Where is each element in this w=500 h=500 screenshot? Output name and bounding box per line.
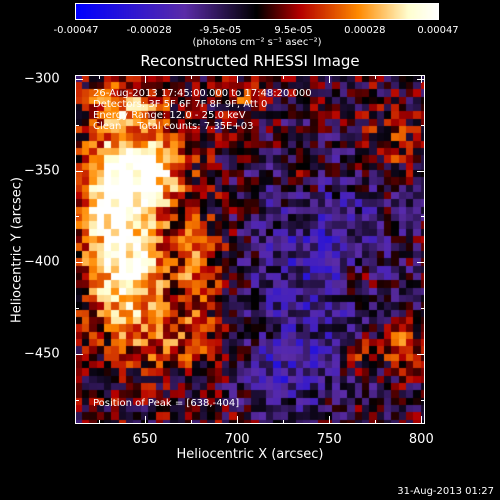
tick-mark <box>417 354 425 356</box>
annotation-time: 26-Aug-2013 17:45:00.000 to 17:48:20.000 <box>93 88 312 99</box>
tick-mark <box>75 400 79 402</box>
tick-mark <box>75 124 79 126</box>
y-tick-label: −350 <box>24 163 60 179</box>
x-tick-label: 700 <box>224 432 250 447</box>
tick-mark <box>421 216 425 218</box>
tick-mark <box>75 308 79 310</box>
tick-mark <box>375 420 377 424</box>
y-axis-label: Heliocentric Y (arcsec) <box>9 177 25 323</box>
colorbar <box>75 3 439 20</box>
colorbar-tick-label: -0.00047 <box>53 25 99 36</box>
tick-mark <box>75 170 83 172</box>
tick-mark <box>75 216 79 218</box>
tick-mark <box>75 78 83 80</box>
tick-mark <box>237 75 239 83</box>
colorbar-tick-label: -9.5e-05 <box>199 25 242 36</box>
colorbar-unit: (photons cm⁻² s⁻¹ asec⁻²) <box>192 37 322 48</box>
annotation-method: Clean Total counts: 7.35E+03 <box>93 121 254 132</box>
colorbar-tick-label: 0.00047 <box>417 25 459 36</box>
tick-mark <box>421 400 425 402</box>
heatmap-image <box>75 75 425 424</box>
tick-mark <box>191 420 193 424</box>
colorbar-tick-label: -0.00028 <box>126 25 172 36</box>
tick-mark <box>283 75 285 79</box>
tick-mark <box>145 416 146 424</box>
colorbar-tick-label: 9.5e-05 <box>274 25 313 36</box>
x-tick-label: 650 <box>132 432 158 447</box>
footer-timestamp: 31-Aug-2013 01:27 <box>397 486 494 497</box>
tick-mark <box>417 170 425 172</box>
tick-mark <box>421 308 425 310</box>
tick-mark <box>237 416 239 424</box>
tick-mark <box>98 420 100 424</box>
tick-mark <box>417 262 425 264</box>
tick-mark <box>417 78 425 80</box>
annotation-energy: Energy Range: 12.0 - 25.0 keV <box>93 110 246 121</box>
tick-mark <box>98 75 100 79</box>
tick-mark <box>329 416 331 424</box>
tick-mark <box>75 262 83 264</box>
chart-title: Reconstructed RHESSI Image <box>140 52 360 70</box>
colorbar-tick-label: 0.00028 <box>344 25 386 36</box>
y-tick-label: −300 <box>24 71 60 87</box>
annotation-detectors: Detectors: 3F 5F 6F 7F 8F 9F, Att 0 <box>93 99 268 110</box>
x-tick-label: 800 <box>408 432 434 447</box>
tick-mark <box>375 75 377 79</box>
y-tick-label: −400 <box>24 254 60 270</box>
tick-mark <box>283 420 285 424</box>
tick-mark <box>191 75 193 79</box>
x-tick-label: 750 <box>316 432 342 447</box>
tick-mark <box>329 75 331 83</box>
tick-mark <box>75 354 83 356</box>
x-axis-label: Heliocentric X (arcsec) <box>176 447 324 462</box>
tick-mark <box>421 416 423 424</box>
tick-mark <box>421 124 425 126</box>
y-tick-label: −450 <box>24 346 60 362</box>
annotation-peak: Position of Peak = [638,-404] <box>93 398 240 409</box>
tick-mark <box>145 75 146 83</box>
